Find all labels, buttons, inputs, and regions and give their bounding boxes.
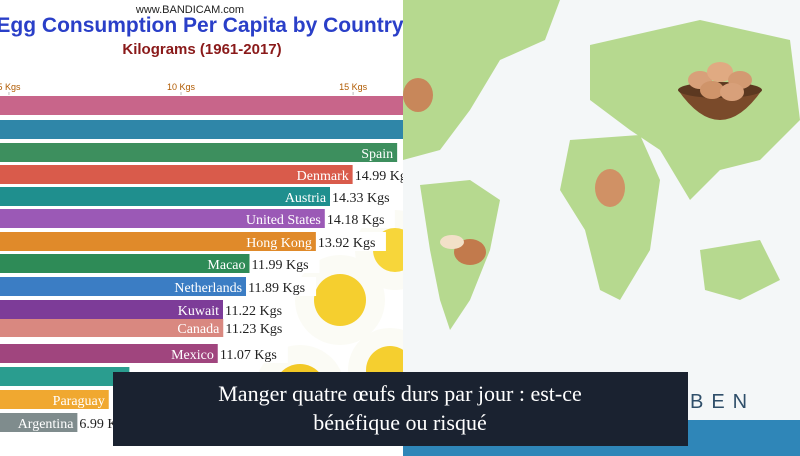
bar: [0, 120, 403, 139]
value-label-bg: [315, 232, 386, 251]
value-label: 11.07 Kgs: [220, 348, 277, 363]
value-label-bg: [223, 318, 294, 337]
bar: [0, 277, 247, 296]
caption-box: [113, 372, 688, 446]
chart-title: Egg Consumption Per Capita by Country: [0, 14, 404, 37]
map-text: BEN: [690, 391, 755, 413]
value-label: 11.99 Kgs: [252, 258, 309, 273]
bar: [0, 390, 109, 409]
value-label: 14.18 Kgs: [327, 213, 385, 228]
bar-label: Spain: [361, 147, 393, 162]
value-label-bg: [352, 165, 403, 184]
value-label: 14.33 Kgs: [332, 191, 390, 206]
bar-label: Austria: [285, 191, 327, 206]
bar-label: Mexico: [171, 348, 214, 363]
bar: [0, 165, 353, 184]
x-tick-label: 5 Kgs: [0, 82, 21, 92]
chart-subtitle: Kilograms (1961-2017): [122, 41, 281, 58]
value-label: 13.92 Kgs: [318, 236, 376, 251]
value-label-bg: [324, 209, 395, 228]
x-tick-label: 10 Kgs: [167, 82, 196, 92]
bar: [0, 232, 316, 251]
bar: [0, 96, 403, 115]
bar-label: Argentina: [18, 417, 75, 432]
bar: [0, 344, 218, 363]
bar: [0, 300, 224, 319]
bar-label: Denmark: [297, 169, 349, 184]
value-label-bg: [217, 344, 288, 363]
bar-label: Canada: [177, 322, 220, 337]
value-label: 14.99 Kgs: [355, 169, 413, 184]
value-label-bg: [246, 277, 317, 296]
value-label-bg: [330, 187, 401, 206]
bar-label: Macao: [207, 258, 245, 273]
value-label: 11.23 Kgs: [225, 322, 282, 337]
bar: [0, 367, 130, 386]
value-label-bg: [249, 254, 320, 273]
value-label-bg: [223, 300, 294, 319]
caption-line: bénéfique ou risqué: [313, 410, 487, 435]
watermark: www.BANDICAM.com: [135, 4, 244, 16]
value-label: 11.89 Kgs: [248, 281, 305, 296]
value-label: 11.22 Kgs: [225, 304, 282, 319]
bar: [0, 143, 398, 162]
bar: [0, 318, 224, 337]
bar-label: Kuwait: [178, 304, 219, 319]
bar-label: United States: [246, 213, 321, 228]
bar-label: Hong Kong: [246, 236, 312, 251]
x-tick-label: 15 Kgs: [339, 82, 368, 92]
bar: [0, 187, 331, 206]
bar: [0, 254, 250, 273]
bar: [0, 413, 78, 432]
bar-label: Paraguay: [53, 394, 105, 409]
bar-label: Netherlands: [174, 281, 242, 296]
caption-line: Manger quatre œufs durs par jour : est-c…: [218, 381, 581, 406]
bar: [0, 209, 325, 228]
